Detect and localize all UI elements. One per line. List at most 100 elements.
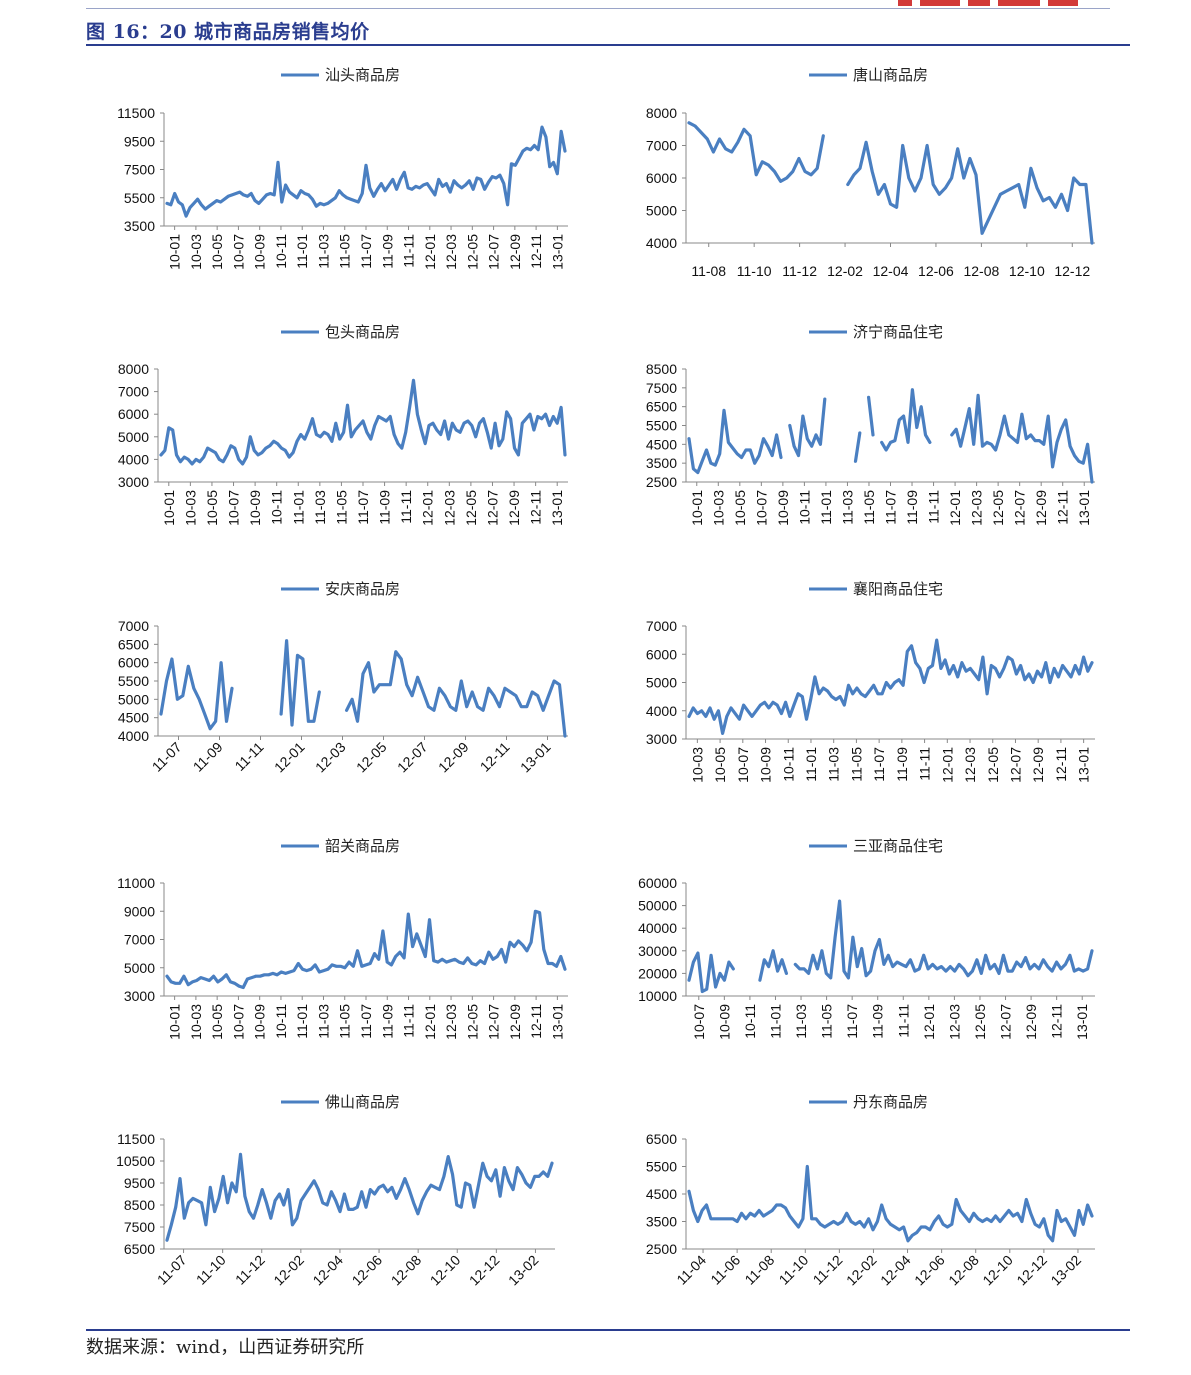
x-tick-label: 11-11 [917,747,933,781]
x-tick-label: 10-09 [775,490,791,526]
x-tick-label: 10-11 [273,1004,289,1039]
y-tick-label: 11500 [117,1131,155,1147]
y-tick-label: 5000 [118,691,149,707]
x-tick-label: 10-07 [230,1004,246,1040]
x-tick-label: 11-07 [871,747,887,782]
x-tick-label: 11-07 [844,1004,860,1039]
x-tick-label: 10-03 [188,1004,204,1040]
x-tick-label: 13-02 [1047,1252,1084,1289]
x-tick-label: 11-07 [358,234,374,269]
chart-10: 丹东商品房 2500 3500 4500 5500 6500 11-0411-0611-08… [646,1093,1095,1288]
x-tick-label: 12-04 [877,1252,914,1289]
legend-label: 济宁商品住宅 [853,323,943,341]
legend-label: 丹东商品房 [853,1093,928,1111]
x-tick-label: 10-09 [758,747,774,783]
x-tick-label: 11-06 [707,1252,743,1288]
x-tick-label: 12-05 [972,1004,988,1040]
y-tick-label: 6000 [646,646,677,662]
y-tick-label: 7000 [646,138,677,154]
y-tick-label: 4000 [646,703,677,719]
y-tick-label: 4500 [646,436,677,452]
y-tick-label: 5500 [118,673,149,689]
x-tick-label: 12-09 [1030,747,1046,783]
x-tick-label: 10-07 [753,490,769,526]
series-line [687,899,1094,994]
x-tick-label: 12-01 [271,739,308,776]
x-tick-label: 10-07 [735,747,751,783]
series-line [687,121,1094,245]
x-tick-label: 12-11 [528,1004,544,1039]
x-tick-label: 11-12 [810,1252,846,1288]
x-tick-label: 11-07 [355,490,371,525]
x-tick-label: 13-01 [549,490,565,526]
x-tick-label: 13-01 [517,739,554,776]
series-line [165,1152,554,1242]
y-tick-label: 7000 [118,618,149,634]
x-tick-label: 12-09 [507,234,523,270]
y-tick-label: 2500 [646,474,677,490]
series-line [165,125,567,218]
x-tick-label: 12-05 [985,747,1001,783]
x-tick-label: 11-05 [337,234,353,269]
x-tick-label: 12-05 [464,1004,480,1040]
chart-7: 韶关商品房 3000 5000 7000 9000 11000 10-01 10-03 10-0… [117,837,568,1040]
y-tick-label: 8000 [646,105,677,121]
x-tick-label: 12-01 [422,1004,438,1040]
x-tick-label: 10-05 [209,1004,225,1040]
x-tick-label: 12-07 [998,1004,1014,1040]
x-tick-label: 11-05 [819,1004,835,1039]
y-tick-label: 5500 [124,190,155,206]
x-tick-label: 11-08 [691,263,726,279]
x-tick-label: 12-02 [843,1252,880,1289]
x-tick-label: 12-03 [969,490,985,526]
x-tick-label: 10-07 [226,490,242,526]
y-tick-label: 11500 [117,105,155,121]
x-tick-label: 12-07 [486,1004,502,1040]
x-tick-label: 12-11 [1049,1004,1065,1039]
y-tick-label: 6500 [646,1131,677,1147]
x-tick-label: 11-09 [904,490,920,525]
x-tick-label: 11-10 [193,1252,229,1288]
x-tick-label: 12-01 [947,490,963,526]
x-tick-label: 11-09 [190,739,226,775]
x-tick-label: 12-09 [1033,490,1049,526]
x-tick-label: 11-03 [826,747,842,782]
x-tick-label: 11-10 [737,263,772,279]
y-tick-label: 10500 [116,1153,155,1169]
x-tick-label: 10-09 [716,1004,732,1040]
series-line [687,1164,1094,1243]
y-tick-label: 8500 [124,1197,155,1213]
chart-8: 三亚商品住宅 10000 20000 30000 40000 50000 60000 10-0… [638,837,1095,1040]
x-tick-label: 11-11 [926,490,942,524]
x-tick-label: 10-03 [710,490,726,526]
x-tick-label: 10-11 [273,234,289,269]
legend-label: 三亚商品住宅 [853,837,943,855]
x-tick-label: 12-09 [1023,1004,1039,1040]
y-tick-label: 7500 [124,162,155,178]
x-tick-label: 12-01 [939,747,955,783]
y-tick-label: 7000 [124,932,155,948]
x-tick-label: 11-01 [818,490,834,525]
x-tick-label: 11-11 [401,1004,417,1038]
y-tick-label: 5000 [118,429,149,445]
figure-title: 图 16：20 城市商品房销售均价 [86,21,370,43]
top-rule [86,8,1110,9]
x-tick-label: 11-09 [894,747,910,782]
series-line [687,638,1094,735]
y-tick-label: 6500 [118,636,149,652]
y-tick-label: 6000 [118,655,149,671]
x-tick-label: 10-09 [252,234,268,270]
x-tick-label: 12-07 [484,490,500,526]
title-rule [86,44,1130,46]
x-tick-label: 10-11 [742,1004,758,1039]
chart-4: 济宁商品住宅 2500 3500 4500 5500 6500 7500 8500 10-01 1… [646,323,1095,526]
x-tick-label: 12-03 [312,739,349,776]
x-tick-label: 11-04 [673,1252,709,1288]
series-line [687,388,1094,484]
x-tick-label: 12-04 [873,263,909,279]
x-tick-label: 12-07 [1012,490,1028,526]
x-tick-label: 11-05 [337,1004,353,1039]
x-tick-label: 12-03 [962,747,978,783]
x-tick-label: 12-08 [945,1252,982,1289]
x-tick-label: 10-11 [780,747,796,782]
